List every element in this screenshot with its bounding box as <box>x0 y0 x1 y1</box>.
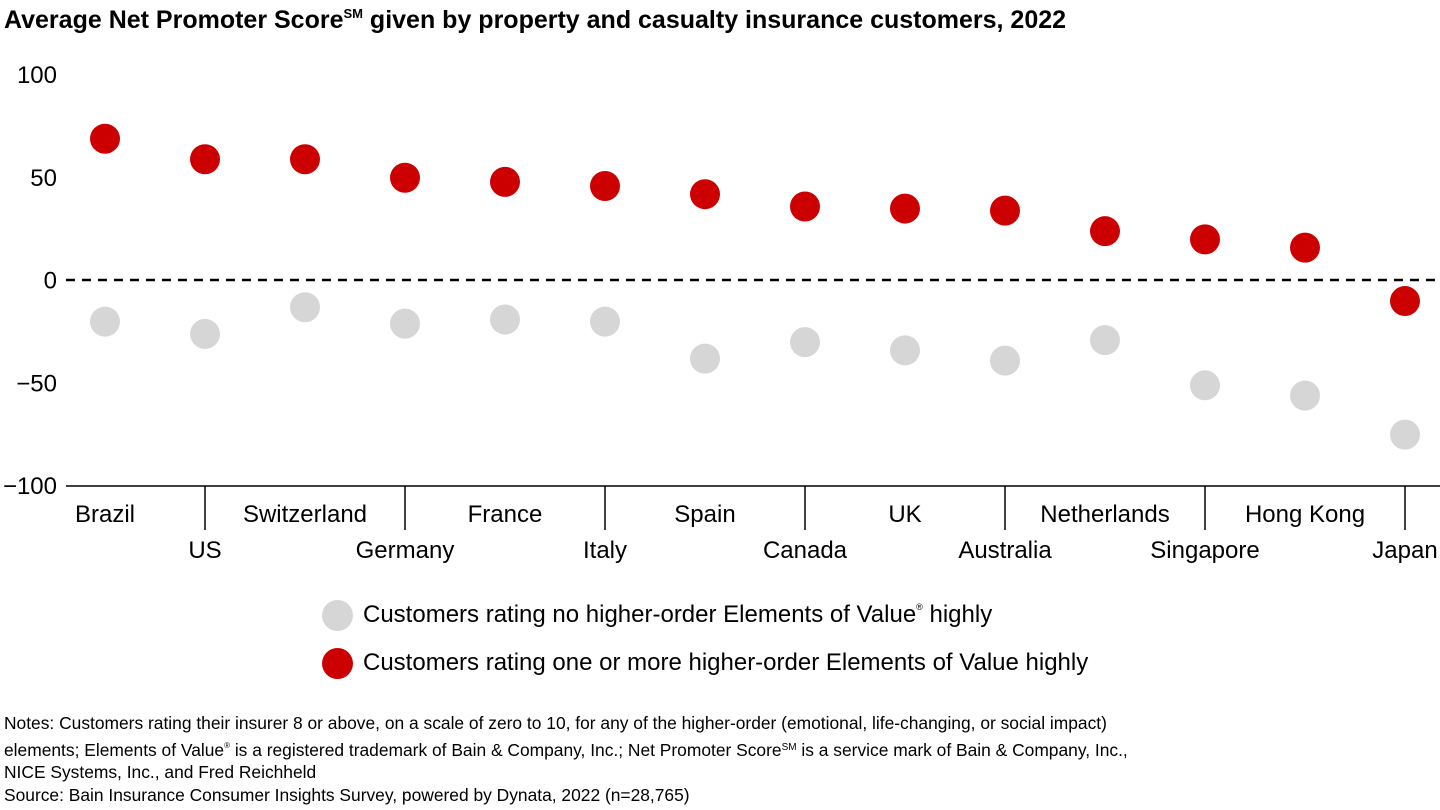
data-point <box>790 327 820 358</box>
x-tick-label: Italy <box>583 537 627 564</box>
data-point <box>190 318 220 349</box>
x-tick-label: Canada <box>763 537 848 564</box>
data-point <box>490 166 520 197</box>
data-point <box>790 191 820 222</box>
data-point <box>890 193 920 224</box>
data-point <box>90 306 120 337</box>
notes: Notes: Customers rating their insurer 8 … <box>4 712 1434 806</box>
x-tick-label: Germany <box>356 537 455 564</box>
data-point <box>990 195 1020 226</box>
data-point <box>590 170 620 201</box>
y-tick-label: 0 <box>44 268 57 295</box>
service-mark: SM <box>343 6 363 21</box>
scatter-chart: 100 50 0 −50 −100 Brazil US Switzerland Germany… <box>3 62 1440 564</box>
data-point <box>990 345 1020 376</box>
legend-item-no-higher-order: Customers rating no higher-order Element… <box>322 599 992 631</box>
legend-label-red: Customers rating one or more higher-orde… <box>363 649 1089 676</box>
x-tick-label: Hong Kong <box>1245 501 1365 528</box>
notes-line-3: NICE Systems, Inc., and Fred Reichheld <box>4 762 317 783</box>
data-point <box>690 179 720 210</box>
y-tick-label: −50 <box>16 370 57 397</box>
x-tick-label: Brazil <box>75 501 135 528</box>
source-line: Source: Bain Insurance Consumer Insights… <box>4 784 690 805</box>
data-point <box>590 306 620 337</box>
x-tick-label: France <box>468 501 543 528</box>
x-tick-label: Japan <box>1372 537 1437 564</box>
data-point <box>190 144 220 175</box>
y-tick-label: 50 <box>30 165 57 192</box>
data-point <box>1390 419 1420 450</box>
data-point <box>890 335 920 366</box>
y-tick-label: −100 <box>3 473 57 500</box>
x-tick-label: Spain <box>674 501 735 528</box>
data-point <box>1190 224 1220 255</box>
x-tick-label: Netherlands <box>1040 501 1169 528</box>
data-point <box>1190 370 1220 401</box>
legend-red-dot <box>322 647 353 679</box>
notes-line-1: Notes: Customers rating their insurer 8 … <box>4 713 1107 733</box>
data-point <box>490 304 520 335</box>
x-tick-label: UK <box>888 501 921 528</box>
data-point <box>1090 325 1120 356</box>
data-point <box>1290 380 1320 411</box>
data-point <box>390 162 420 193</box>
x-tick-label: US <box>188 537 221 564</box>
legend-item-higher-order: Customers rating one or more higher-orde… <box>322 647 1088 679</box>
x-tick-label: Switzerland <box>243 501 367 528</box>
data-point <box>90 123 120 154</box>
y-tick-label: 100 <box>17 62 57 89</box>
legend-gray-dot <box>322 599 353 631</box>
x-tick-label: Australia <box>958 537 1052 564</box>
data-point <box>690 343 720 374</box>
data-point <box>1090 216 1120 247</box>
chart-title: Average Net Promoter ScoreSM given by pr… <box>4 6 1067 34</box>
data-point <box>290 144 320 175</box>
legend-label-gray: Customers rating no higher-order Element… <box>363 601 993 628</box>
data-point <box>1290 232 1320 263</box>
x-tick-label: Singapore <box>1150 537 1259 564</box>
notes-line-2: elements; Elements of Value® is a regist… <box>4 739 1128 760</box>
data-point <box>1390 286 1420 317</box>
data-point <box>290 292 320 323</box>
data-point <box>390 308 420 339</box>
